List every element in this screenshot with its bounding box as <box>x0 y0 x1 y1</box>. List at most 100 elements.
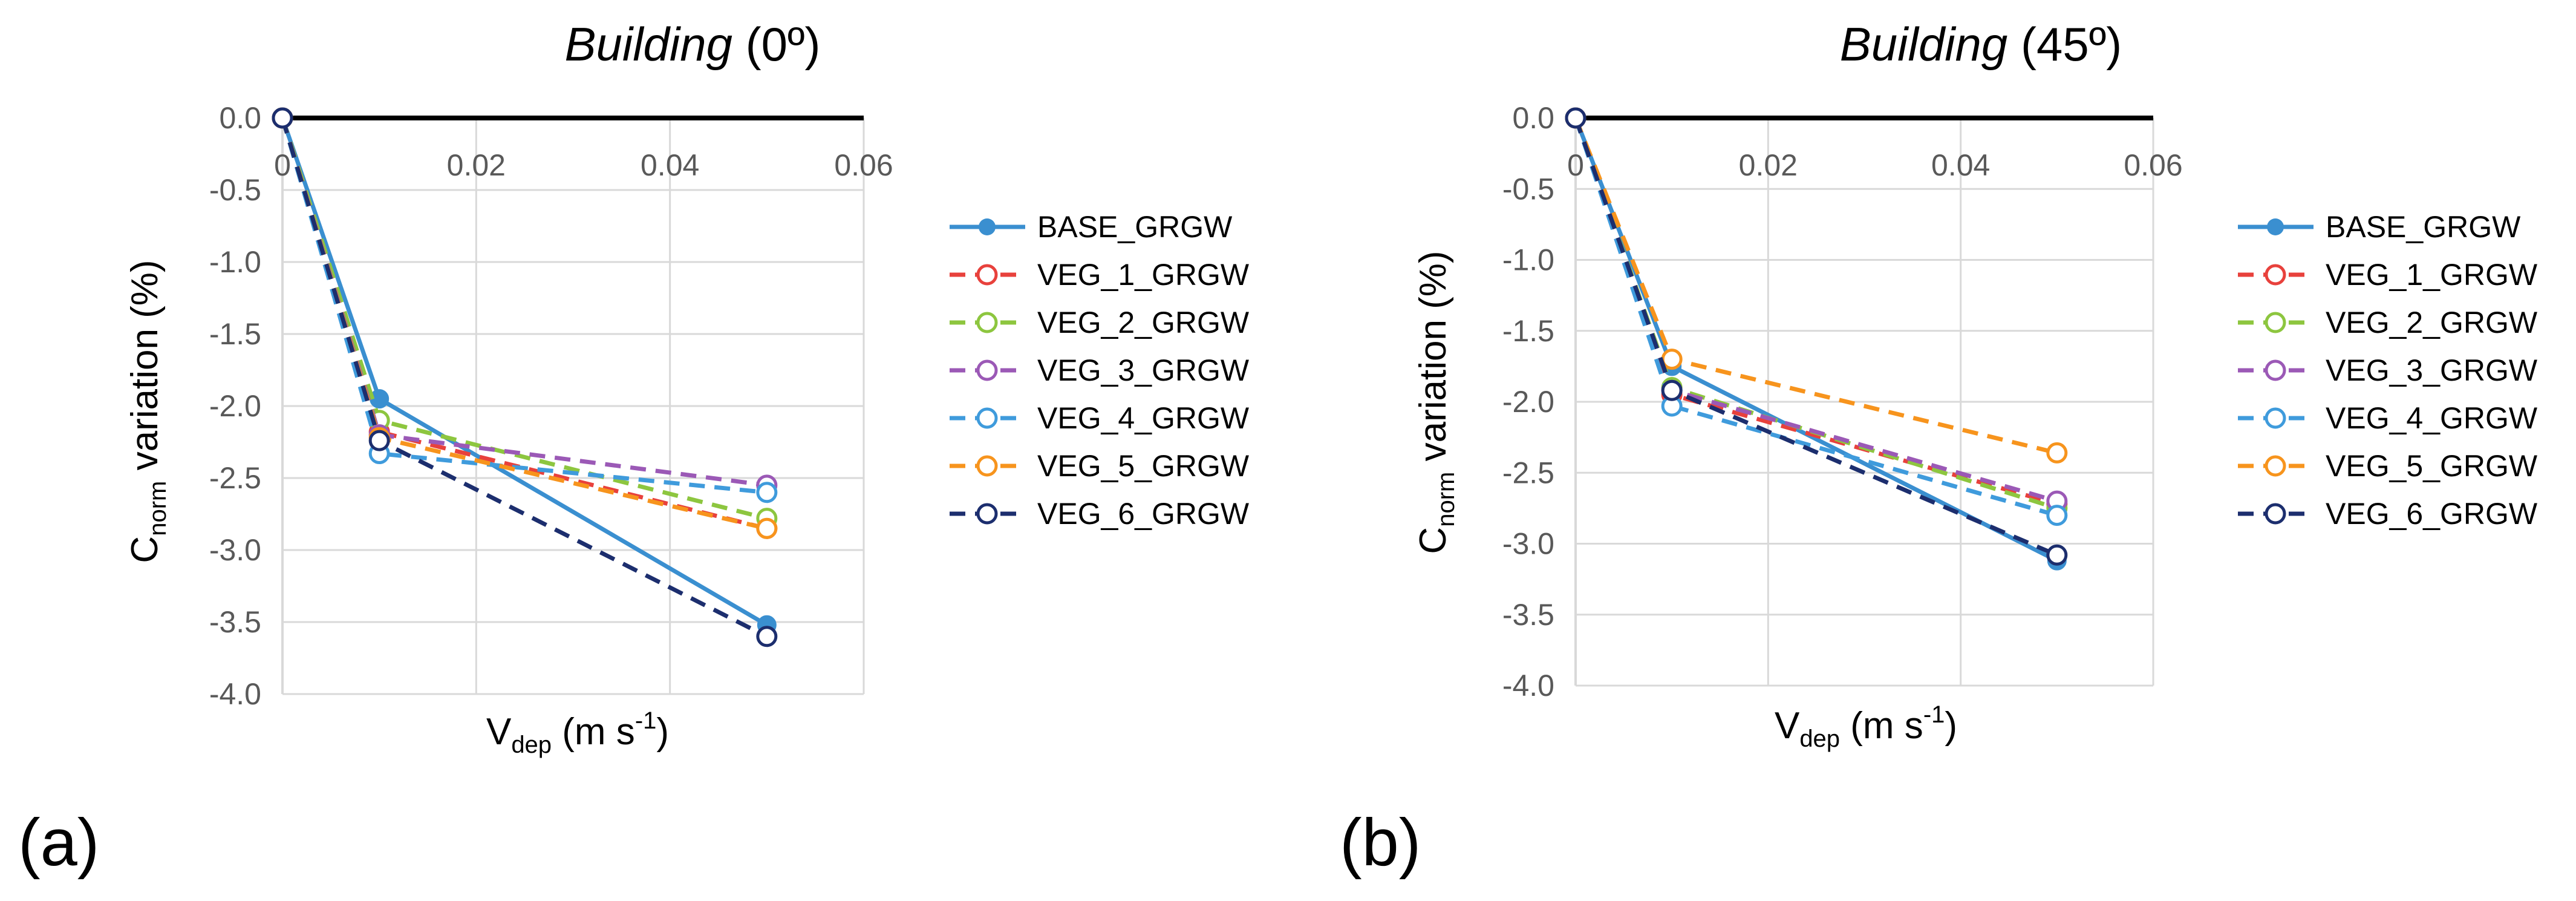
legend-item-veg-1-grgw: VEG_1_GRGW <box>2238 258 2538 292</box>
data-point <box>2046 544 2068 566</box>
data-point <box>756 626 778 647</box>
legend-label: VEG_4_GRGW <box>1037 401 1250 435</box>
data-point <box>368 430 390 451</box>
chart-panel-b: Building (45º) 0 0.02 0.04 0.06 0.0 -0.5 -1.0… <box>1340 18 2538 880</box>
series-veg-4-grgw <box>1565 107 2068 526</box>
y-tick-labels-a: 0.0 -0.5 -1.0 -1.5 -2.0 -2.5 -3.0 -3.5 -4.0 <box>209 101 261 711</box>
series-base-grgw <box>273 108 777 635</box>
legend-label: VEG_1_GRGW <box>1037 258 1250 292</box>
legend-item-veg-4-grgw: VEG_4_GRGW <box>2238 401 2538 435</box>
y-tick-label: -3.0 <box>1502 527 1554 561</box>
x-tick-labels-b: 0 0.02 0.04 0.06 <box>1567 148 2183 182</box>
axes-b <box>1574 116 2153 686</box>
data-point <box>2046 505 2068 526</box>
axes-a <box>281 116 864 694</box>
legend-label: VEG_1_GRGW <box>2326 258 2538 292</box>
y-tick-label: -1.0 <box>1502 243 1554 277</box>
legend-marker <box>2265 359 2286 381</box>
series-veg-6-grgw <box>1565 107 2068 566</box>
y-tick-label: 0.0 <box>1512 101 1554 135</box>
data-point <box>1565 107 1586 129</box>
x-tick-label: 0.06 <box>2124 148 2182 182</box>
legend-item-veg-4-grgw: VEG_4_GRGW <box>950 401 1250 435</box>
y-axis-label-b: Cnorm variation (%) <box>1412 251 1459 554</box>
legend-marker <box>2265 455 2286 477</box>
x-tick-label: 0.04 <box>641 148 699 182</box>
legend-label: VEG_3_GRGW <box>2326 353 2538 387</box>
x-tick-label: 0 <box>1567 148 1584 182</box>
legend-item-veg-1-grgw: VEG_1_GRGW <box>950 258 1250 292</box>
chart-title-a: Building (0º) <box>564 18 820 71</box>
y-tick-label: -2.0 <box>1502 385 1554 419</box>
series-veg-3-grgw <box>272 107 778 496</box>
legend-label: VEG_6_GRGW <box>2326 497 2538 531</box>
legend-marker <box>976 359 998 381</box>
y-tick-label: 0.0 <box>219 101 261 135</box>
x-tick-label: 0.02 <box>1739 148 1798 182</box>
legend-marker <box>976 407 998 429</box>
legend-item-base-grgw: BASE_GRGW <box>2238 210 2521 244</box>
legend-marker <box>2265 503 2286 525</box>
legend-item-veg-3-grgw: VEG_3_GRGW <box>950 353 1250 387</box>
legend-marker <box>976 312 998 333</box>
data-point <box>1661 349 1683 370</box>
x-tick-label: 0.04 <box>1931 148 1990 182</box>
legend-item-veg-2-grgw: VEG_2_GRGW <box>950 306 1250 339</box>
legend-label: BASE_GRGW <box>2326 210 2521 244</box>
series-base-grgw <box>1566 108 2067 571</box>
legend-marker <box>2267 218 2284 235</box>
data-point <box>2046 442 2068 464</box>
series-line <box>1573 117 2058 517</box>
y-tick-label: -3.0 <box>209 533 261 567</box>
y-tick-label: -2.5 <box>1502 456 1554 490</box>
legend-label: VEG_2_GRGW <box>1037 306 1250 339</box>
legend-b: BASE_GRGW VEG_1_GRGW VEG_2_GRGW VEG_3_GRGW V… <box>2238 210 2538 531</box>
y-tick-label: -2.5 <box>209 461 261 495</box>
legend-marker <box>2265 407 2286 429</box>
legend-label: VEG_2_GRGW <box>2326 306 2538 339</box>
x-tick-labels-a: 0 0.02 0.04 0.06 <box>274 148 893 182</box>
legend-marker <box>976 264 998 286</box>
data-point <box>272 107 293 129</box>
data-point <box>1661 379 1683 401</box>
legend-label: VEG_3_GRGW <box>1037 353 1250 387</box>
series-veg-2-grgw <box>272 107 778 529</box>
panel-label-b: (b) <box>1340 805 1421 880</box>
series-veg-5-grgw <box>1565 107 2068 464</box>
panel-label-a: (a) <box>18 805 99 880</box>
legend-item-base-grgw: BASE_GRGW <box>950 210 1233 244</box>
y-tick-label: -0.5 <box>1502 172 1554 206</box>
legend-label: VEG_5_GRGW <box>2326 449 2538 483</box>
y-axis-label-a: Cnorm variation (%) <box>124 260 171 563</box>
chart-title-b: Building (45º) <box>1840 18 2122 71</box>
y-tick-label: -1.5 <box>209 317 261 351</box>
x-axis-label-b: Vdep (m s-1) <box>1775 701 1957 752</box>
legend-label: BASE_GRGW <box>1037 210 1233 244</box>
gridlines-a <box>281 118 865 695</box>
data-point <box>756 482 778 503</box>
legend-label: VEG_4_GRGW <box>2326 401 2538 435</box>
y-tick-label: -1.5 <box>1502 314 1554 348</box>
x-tick-label: 0.02 <box>447 148 506 182</box>
chart-panel-a: Building (0º) 0 0.02 0.04 0.06 0.0 -0.5 -1.0 -… <box>18 18 1250 880</box>
legend-marker <box>2265 312 2286 333</box>
legend-item-veg-6-grgw: VEG_6_GRGW <box>950 497 1250 531</box>
y-tick-label: -3.5 <box>1502 598 1554 632</box>
series-group-a <box>272 107 778 647</box>
legend-a: BASE_GRGW VEG_1_GRGW VEG_2_GRGW VEG_3_GRGW V… <box>950 210 1250 531</box>
legend-item-veg-5-grgw: VEG_5_GRGW <box>950 449 1250 483</box>
legend-marker <box>976 455 998 477</box>
data-point <box>756 517 778 539</box>
legend-item-veg-5-grgw: VEG_5_GRGW <box>2238 449 2538 483</box>
y-tick-label: -0.5 <box>209 173 261 207</box>
x-tick-label: 0 <box>274 148 291 182</box>
y-tick-label: -3.5 <box>209 605 261 639</box>
y-tick-label: -1.0 <box>209 245 261 279</box>
x-axis-label-a: Vdep (m s-1) <box>486 707 669 758</box>
y-tick-labels-b: 0.0 -0.5 -1.0 -1.5 -2.0 -2.5 -3.0 -3.5 -4.0 <box>1502 101 1554 703</box>
legend-item-veg-2-grgw: VEG_2_GRGW <box>2238 306 2538 339</box>
legend-marker <box>976 503 998 525</box>
y-tick-label: -4.0 <box>209 677 261 711</box>
legend-item-veg-3-grgw: VEG_3_GRGW <box>2238 353 2538 387</box>
